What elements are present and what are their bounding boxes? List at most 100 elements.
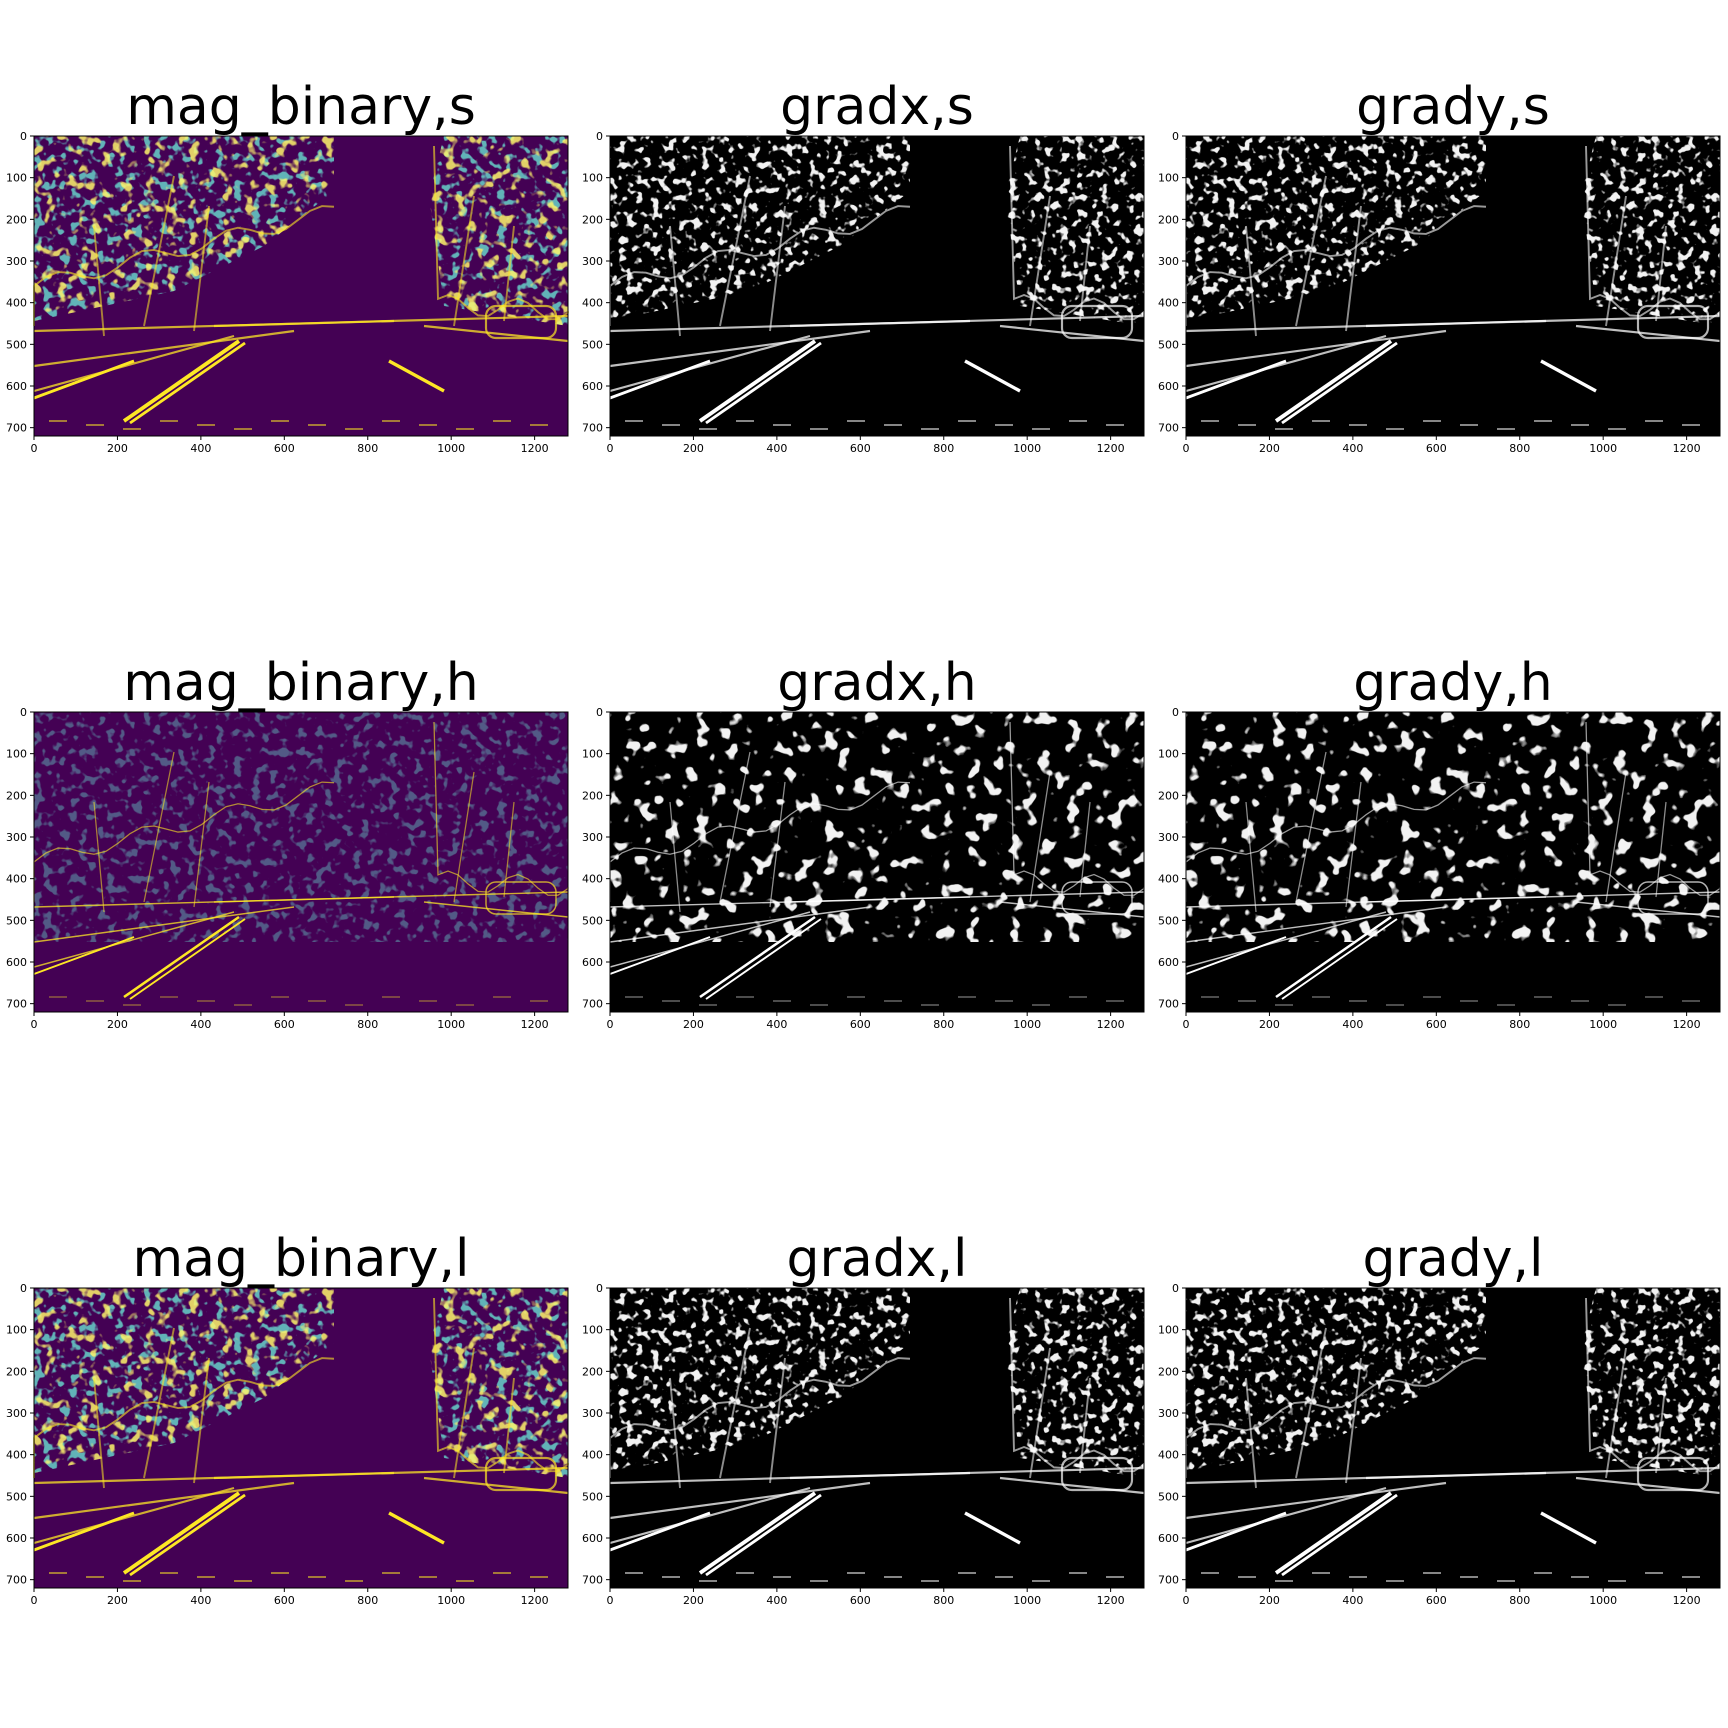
x-tick-label: 1000	[1589, 442, 1617, 455]
panel-title: grady,s	[1356, 77, 1550, 137]
x-tick-label: 600	[1426, 1594, 1447, 1607]
x-tick-label: 800	[1509, 1594, 1530, 1607]
y-tick-label: 0	[20, 130, 27, 143]
y-tick-label: 700	[1158, 1574, 1179, 1587]
x-tick-label: 600	[274, 1018, 295, 1031]
y-tick-label: 100	[582, 748, 603, 761]
y-tick-label: 100	[1158, 172, 1179, 185]
x-tick-label: 0	[31, 442, 38, 455]
x-tick-label: 800	[357, 1594, 378, 1607]
x-tick-label: 0	[607, 1018, 614, 1031]
panel-title: gradx,s	[780, 77, 974, 137]
x-tick-label: 800	[357, 442, 378, 455]
x-tick-label: 200	[1259, 442, 1280, 455]
y-tick-label: 500	[6, 914, 27, 927]
y-tick-label: 300	[1158, 255, 1179, 268]
x-tick-label: 400	[766, 1594, 787, 1607]
y-tick-label: 600	[6, 380, 27, 393]
x-tick-label: 0	[31, 1018, 38, 1031]
y-tick-label: 500	[6, 1490, 27, 1503]
x-tick-label: 200	[107, 1594, 128, 1607]
y-tick-label: 700	[582, 422, 603, 435]
y-tick-label: 200	[6, 1365, 27, 1378]
x-tick-label: 1200	[521, 442, 549, 455]
panel-image	[1185, 136, 1721, 436]
y-tick-label: 100	[582, 1324, 603, 1337]
y-tick-label: 600	[582, 956, 603, 969]
x-tick-label: 600	[1426, 442, 1447, 455]
y-tick-label: 200	[6, 789, 27, 802]
y-tick-label: 100	[6, 748, 27, 761]
x-tick-label: 1200	[1097, 1594, 1125, 1607]
x-tick-label: 1200	[1673, 1018, 1701, 1031]
axes-frame	[1185, 135, 1721, 437]
x-tick-label: 600	[850, 1594, 871, 1607]
x-tick-label: 1000	[1013, 1018, 1041, 1031]
x-tick-label: 200	[683, 1018, 704, 1031]
axes-frame	[609, 1287, 1145, 1589]
y-tick-label: 500	[1158, 338, 1179, 351]
y-tick-label: 200	[1158, 213, 1179, 226]
x-tick-label: 1000	[437, 442, 465, 455]
y-tick-label: 200	[6, 213, 27, 226]
y-tick-label: 0	[1172, 706, 1179, 719]
y-tick-label: 100	[1158, 1324, 1179, 1337]
x-tick-label: 1000	[1013, 442, 1041, 455]
x-tick-label: 400	[766, 1018, 787, 1031]
x-tick-label: 1200	[1673, 1594, 1701, 1607]
y-tick-label: 100	[6, 172, 27, 185]
axes-frame	[33, 135, 569, 437]
x-tick-label: 600	[274, 1594, 295, 1607]
y-tick-label: 400	[6, 1449, 27, 1462]
y-tick-label: 0	[596, 706, 603, 719]
x-tick-label: 1000	[1589, 1018, 1617, 1031]
y-tick-label: 600	[6, 1532, 27, 1545]
x-tick-label: 200	[1259, 1018, 1280, 1031]
x-tick-label: 1000	[437, 1018, 465, 1031]
x-tick-label: 1200	[1673, 442, 1701, 455]
y-tick-label: 0	[20, 706, 27, 719]
x-tick-label: 600	[850, 1018, 871, 1031]
y-tick-label: 500	[582, 338, 603, 351]
panel-title: mag_binary,s	[126, 77, 476, 137]
axes-frame	[33, 1287, 569, 1589]
y-tick-label: 600	[1158, 1532, 1179, 1545]
y-tick-label: 200	[1158, 789, 1179, 802]
y-tick-label: 700	[6, 998, 27, 1011]
x-tick-label: 1200	[1097, 1018, 1125, 1031]
x-tick-label: 0	[607, 1594, 614, 1607]
axes-frame	[1185, 1287, 1721, 1589]
y-tick-label: 700	[582, 998, 603, 1011]
x-tick-label: 200	[107, 442, 128, 455]
x-tick-label: 200	[107, 1018, 128, 1031]
image-panel: grady,s 0 200 400 600 800 1000 1200 0 100 200 300 40…	[1158, 77, 1721, 455]
y-tick-label: 700	[1158, 422, 1179, 435]
y-tick-label: 400	[1158, 1449, 1179, 1462]
x-tick-label: 800	[933, 1594, 954, 1607]
x-tick-label: 800	[933, 442, 954, 455]
x-tick-label: 1000	[1589, 1594, 1617, 1607]
y-tick-label: 500	[582, 914, 603, 927]
y-tick-label: 400	[582, 873, 603, 886]
panel-image	[33, 712, 569, 1012]
y-tick-label: 200	[582, 213, 603, 226]
y-tick-label: 600	[1158, 380, 1179, 393]
x-tick-label: 800	[357, 1018, 378, 1031]
y-tick-label: 700	[1158, 998, 1179, 1011]
x-tick-label: 0	[31, 1594, 38, 1607]
x-tick-label: 200	[1259, 1594, 1280, 1607]
axes-frame	[33, 711, 569, 1013]
x-tick-label: 800	[933, 1018, 954, 1031]
image-panel: grady,l 0 200 400 600 800 1000 1200 0 100 200 300 40…	[1158, 1229, 1721, 1607]
x-tick-label: 400	[1342, 1018, 1363, 1031]
image-panel: gradx,l 0 200 400 600 800 1000 1200 0 100 200 300 40…	[582, 1229, 1145, 1607]
panel-image	[609, 136, 1145, 436]
y-tick-label: 0	[1172, 130, 1179, 143]
y-tick-label: 600	[6, 956, 27, 969]
x-tick-label: 1200	[521, 1594, 549, 1607]
x-tick-label: 400	[190, 1594, 211, 1607]
image-panel: grady,h 0 200 400 600 800 1000 1200 0 100 200 300 40…	[1158, 653, 1721, 1031]
axes-frame	[609, 711, 1145, 1013]
x-tick-label: 400	[766, 442, 787, 455]
